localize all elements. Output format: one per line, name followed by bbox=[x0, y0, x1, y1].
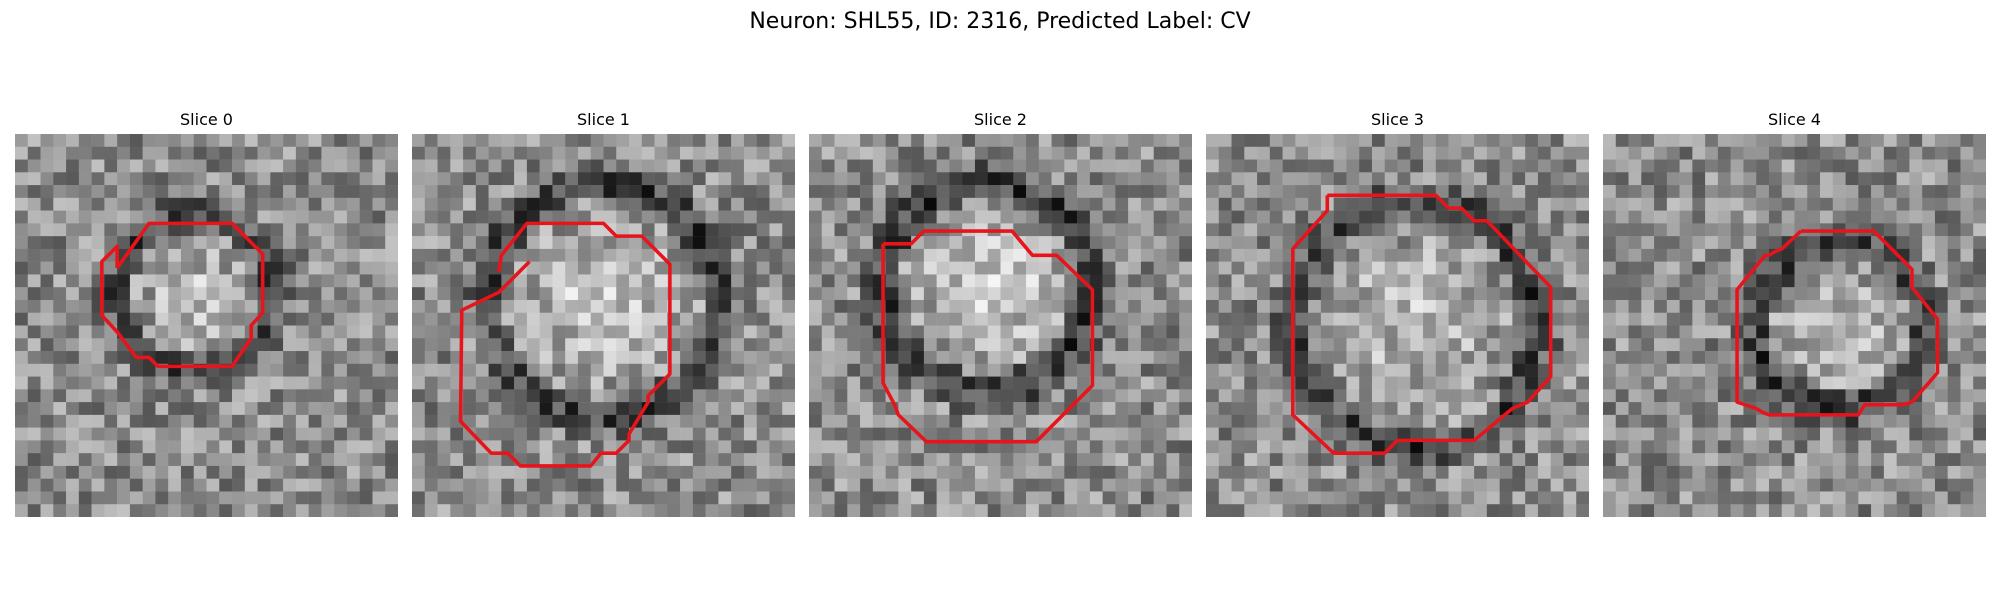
slice-contour-1 bbox=[458, 221, 672, 468]
slice-pixels-4 bbox=[1603, 134, 1986, 517]
slice-image-0 bbox=[15, 134, 398, 517]
slice-pixels-3 bbox=[1206, 134, 1589, 517]
slice-panel-2: Slice 2 bbox=[809, 110, 1192, 517]
slice-pixels-0 bbox=[15, 134, 398, 517]
slice-panel-0: Slice 0 bbox=[15, 110, 398, 517]
slice-image-3 bbox=[1206, 134, 1589, 517]
figure-title: Neuron: SHL55, ID: 2316, Predicted Label… bbox=[749, 9, 1251, 34]
slice-title-1: Slice 1 bbox=[577, 110, 630, 129]
slice-image-4 bbox=[1603, 134, 1986, 517]
slice-title-0: Slice 0 bbox=[180, 110, 233, 129]
slice-pixels-2 bbox=[809, 134, 1192, 517]
slice-panel-3: Slice 3 bbox=[1206, 110, 1589, 517]
slice-image-2 bbox=[809, 134, 1192, 517]
slice-image-1 bbox=[412, 134, 795, 517]
slice-contour-0 bbox=[100, 221, 265, 369]
slice-panel-1: Slice 1 bbox=[412, 110, 795, 517]
slice-title-2: Slice 2 bbox=[974, 110, 1027, 129]
slice-pixels-1 bbox=[412, 134, 795, 517]
slice-panel-4: Slice 4 bbox=[1603, 110, 1986, 517]
slice-contour-4 bbox=[1735, 229, 1940, 417]
slice-title-4: Slice 4 bbox=[1768, 110, 1821, 129]
slice-contour-2 bbox=[881, 229, 1095, 444]
slice-title-3: Slice 3 bbox=[1371, 110, 1424, 129]
slice-contour-3 bbox=[1291, 193, 1553, 455]
